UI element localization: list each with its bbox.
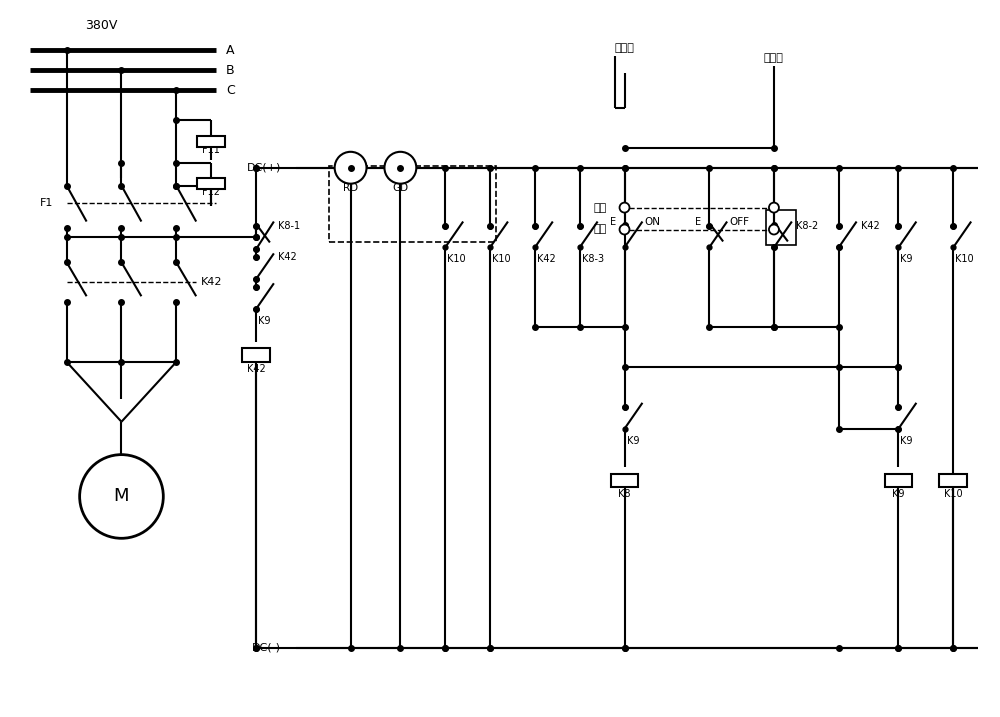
- Bar: [611, 473, 638, 488]
- Text: 380V: 380V: [85, 19, 118, 32]
- Text: 合闸令: 合闸令: [615, 43, 634, 53]
- Circle shape: [335, 152, 367, 184]
- Circle shape: [620, 224, 629, 234]
- Text: 就地: 就地: [593, 224, 607, 234]
- Text: K9: K9: [892, 490, 905, 500]
- Text: K9: K9: [900, 436, 913, 446]
- Bar: [885, 473, 912, 488]
- Text: 跳闸令: 跳闸令: [764, 53, 784, 63]
- Text: E: E: [695, 217, 701, 227]
- Text: M: M: [114, 488, 129, 505]
- Text: DC(+): DC(+): [246, 163, 281, 173]
- Text: ON: ON: [644, 217, 660, 227]
- Text: A: A: [226, 44, 235, 57]
- Text: K10: K10: [944, 490, 963, 500]
- Bar: [766, 209, 796, 245]
- Text: F12: F12: [202, 186, 220, 196]
- Text: K9: K9: [900, 255, 913, 265]
- Text: K10: K10: [492, 255, 511, 265]
- Text: K10: K10: [447, 255, 466, 265]
- Circle shape: [620, 203, 629, 212]
- Bar: [197, 179, 225, 189]
- Text: K9: K9: [258, 316, 270, 326]
- Text: K8-2: K8-2: [796, 221, 818, 231]
- Text: DC(-): DC(-): [252, 643, 281, 653]
- Text: K10: K10: [955, 255, 974, 265]
- Text: K42: K42: [537, 255, 556, 265]
- Text: K8: K8: [618, 490, 631, 500]
- Bar: [939, 473, 967, 488]
- Text: GD: GD: [392, 183, 408, 193]
- Bar: [329, 166, 496, 242]
- Text: RD: RD: [343, 183, 358, 193]
- Text: 远方: 远方: [593, 203, 607, 212]
- Circle shape: [769, 224, 779, 234]
- Text: K42: K42: [247, 364, 265, 374]
- Text: OFF: OFF: [729, 217, 749, 227]
- Text: F11: F11: [202, 145, 220, 155]
- Text: K9: K9: [627, 436, 639, 446]
- Text: K8-1: K8-1: [278, 221, 300, 231]
- Text: K42: K42: [861, 221, 879, 231]
- Text: E: E: [610, 217, 617, 227]
- Circle shape: [769, 203, 779, 212]
- Text: K42: K42: [278, 252, 297, 262]
- Bar: [242, 348, 270, 362]
- Text: C: C: [226, 84, 235, 97]
- Circle shape: [80, 455, 163, 538]
- Text: K8-3: K8-3: [582, 255, 604, 265]
- Bar: [197, 136, 225, 147]
- Text: K42: K42: [201, 277, 223, 288]
- Circle shape: [384, 152, 416, 184]
- Text: F1: F1: [40, 198, 54, 208]
- Text: B: B: [226, 64, 235, 77]
